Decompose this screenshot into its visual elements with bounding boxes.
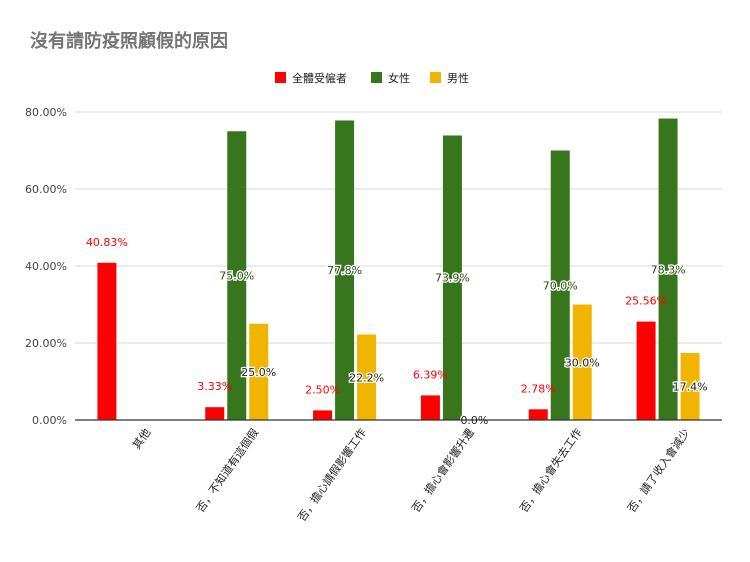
data-label-1-1: 75.0% [219,270,254,283]
bar-2-4 [572,304,592,420]
bar-1-2 [335,120,355,420]
bar-0-0 [97,262,117,420]
data-label-0-4: 2.78% [521,382,556,395]
legend-swatch-0 [275,72,286,83]
bar-0-4 [528,409,548,420]
x-category-label-1: 否，不知道有這個假 [193,426,261,515]
data-labels: 40.83% 3.33% 75.0% 25.0% 2.50% 77.8% 22.2% 6.39… [86,236,709,428]
data-label-1-4: 70.0% [543,279,578,292]
data-label-1-5: 78.3% [651,263,686,276]
y-tick-label-0: 0.00% [32,414,67,427]
data-label-2-5: 17.4% [673,381,708,394]
legend-label-1: 女性 [388,71,410,85]
x-category-label-5: 否，請了收入會減少 [624,426,692,515]
bar-0-5 [636,321,656,420]
legend-swatch-2 [430,72,441,83]
data-label-2-1: 25.0% [241,366,276,379]
legend: 全體受僱者 女性 男性 [275,71,469,85]
bar-1-1 [227,131,247,420]
x-category-label-2: 否，擔心請假影響工作 [294,426,369,524]
legend-swatch-1 [371,72,382,83]
data-label-2-2: 22.2% [349,371,384,384]
y-tick-label-3: 60.00% [25,183,67,196]
bar-2-1 [249,323,269,420]
legend-label-0: 全體受僱者 [292,71,347,85]
data-label-2-4: 30.0% [565,356,600,369]
data-label-0-1: 3.33% [197,380,232,393]
bar-1-3 [442,135,462,421]
bar-0-2 [313,410,333,420]
bars [97,118,700,421]
y-axis-ticks: 0.00% 20.00% 40.00% 60.00% 80.00% [25,106,67,427]
x-category-label-0: 其他 [130,426,153,451]
x-category-label-4: 否，擔心會失去工作 [516,426,584,515]
y-tick-label-1: 20.00% [25,337,67,350]
bar-2-2 [357,334,377,420]
bar-2-5 [680,353,700,420]
bar-0-3 [420,395,440,420]
x-axis-categories: 其他 否，不知道有這個假 否，擔心請假影響工作 否，擔心會影響升遷 否，擔心會失去工作否… [130,426,692,524]
data-label-1-2: 77.8% [327,264,362,277]
data-label-0-5: 25.56% [625,295,667,308]
bar-0-1 [205,407,225,420]
data-label-0-0: 40.83% [86,236,128,249]
bar-1-5 [658,118,678,421]
data-label-0-3: 6.39% [413,368,448,381]
y-tick-label-4: 80.00% [25,106,67,119]
x-category-label-3: 否，擔心會影響升遷 [409,426,477,515]
chart-title: 沒有請防疫照顧假的原因 [30,30,228,52]
data-label-1-3: 73.9% [435,272,470,285]
legend-label-2: 男性 [447,71,469,85]
grid-lines [75,111,722,344]
bar-1-4 [550,150,570,420]
y-tick-label-2: 40.00% [25,260,67,273]
data-label-0-2: 2.50% [305,383,340,396]
